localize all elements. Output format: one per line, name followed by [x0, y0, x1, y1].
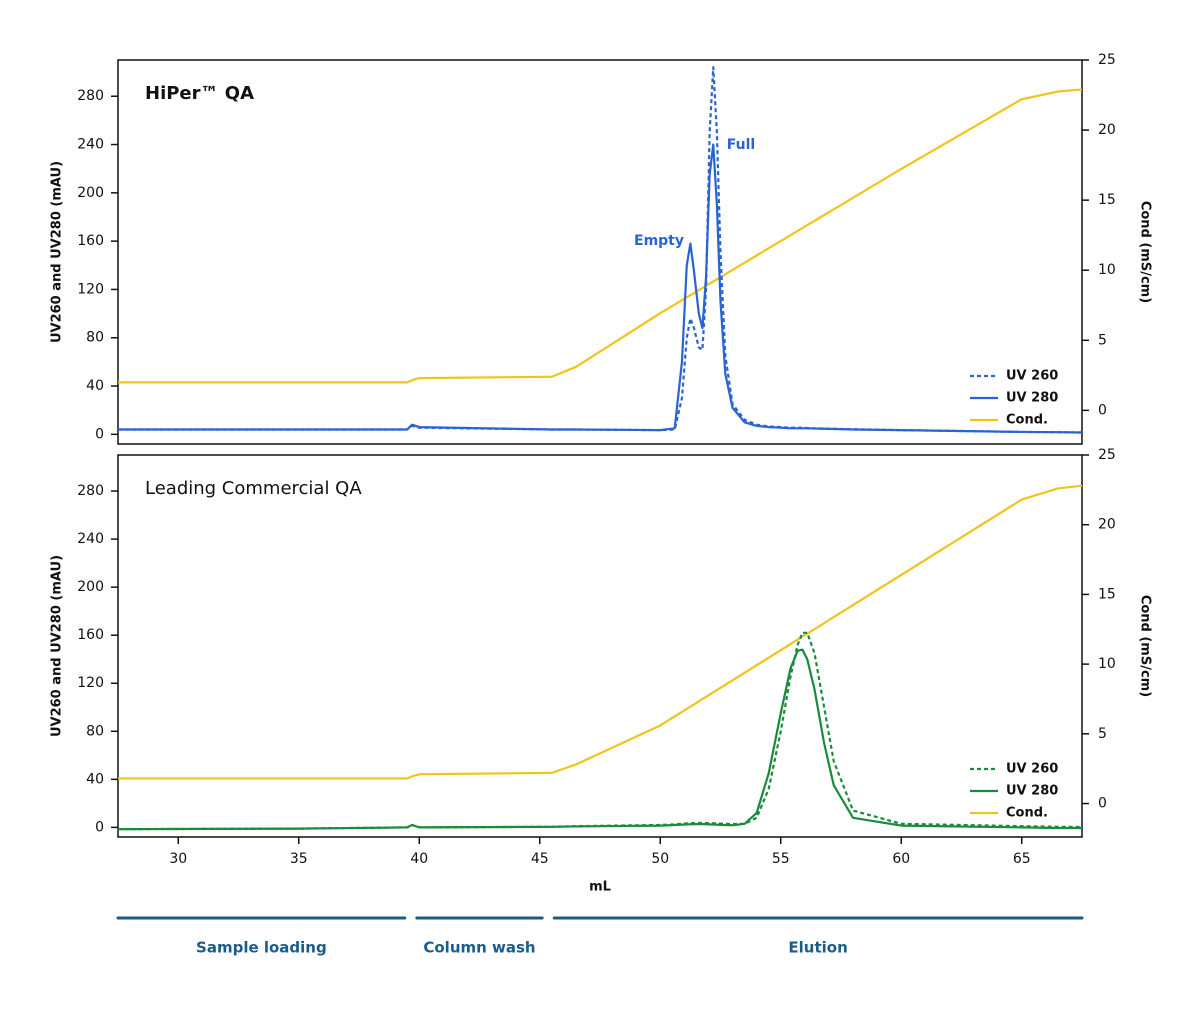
legend-label: UV 280 — [1006, 391, 1058, 406]
series-line — [118, 484, 1083, 780]
series-line — [118, 88, 1083, 384]
plot-frame — [117, 454, 1083, 838]
legend-label: UV 260 — [1006, 369, 1058, 384]
y-axis-label: UV260 and UV280 (mAU) — [50, 161, 65, 343]
y-tick-label: 80 — [86, 723, 104, 739]
legend-label: UV 280 — [1006, 784, 1058, 799]
annotation: Full — [727, 137, 755, 153]
y-tick-label: 0 — [95, 426, 104, 442]
y2-tick-label: 20 — [1098, 517, 1116, 533]
y-tick-label: 120 — [77, 675, 104, 691]
y-tick-label: 240 — [77, 531, 104, 547]
y-tick-label: 240 — [77, 137, 104, 153]
phase-label: Sample loading — [196, 939, 327, 957]
y2-tick-label: 15 — [1098, 586, 1116, 602]
y2-tick-label: 25 — [1098, 52, 1116, 68]
y-tick-label: 160 — [77, 233, 104, 249]
legend-label: Cond. — [1006, 806, 1048, 821]
y2-tick-label: 15 — [1098, 192, 1116, 208]
y2-axis-label: Cond (mS/cm) — [1138, 201, 1153, 303]
y-tick-label: 120 — [77, 281, 104, 297]
plot-frame — [117, 59, 1083, 445]
y-tick-label: 0 — [95, 819, 104, 835]
y2-tick-label: 5 — [1098, 332, 1107, 348]
y2-tick-label: 5 — [1098, 726, 1107, 742]
panel-title: HiPer™ QA — [145, 83, 254, 104]
y2-tick-label: 10 — [1098, 656, 1116, 672]
y2-tick-label: 0 — [1098, 402, 1107, 418]
series-line — [118, 143, 1083, 434]
x-tick-label: 60 — [892, 851, 910, 867]
annotation: Empty — [634, 233, 684, 249]
x-tick-label: 65 — [1013, 851, 1031, 867]
y2-tick-label: 0 — [1098, 796, 1107, 812]
y-axis-label: UV260 and UV280 (mAU) — [50, 555, 65, 737]
x-tick-label: 30 — [169, 851, 187, 867]
x-tick-label: 50 — [651, 851, 669, 867]
series-line — [118, 66, 1083, 434]
y-tick-label: 200 — [77, 185, 104, 201]
y-tick-label: 40 — [86, 771, 104, 787]
x-tick-label: 35 — [290, 851, 308, 867]
legend-label: UV 260 — [1006, 762, 1058, 777]
phase-label: Elution — [788, 939, 847, 957]
x-tick-label: 55 — [772, 851, 790, 867]
series-line — [117, 648, 1082, 831]
y2-axis-label: Cond (mS/cm) — [1138, 595, 1153, 697]
y-tick-label: 160 — [77, 627, 104, 643]
series-line — [117, 631, 1083, 831]
y-tick-label: 200 — [77, 579, 104, 595]
y2-tick-label: 10 — [1098, 262, 1116, 278]
phase-label: Column wash — [423, 939, 535, 957]
y-tick-label: 80 — [86, 330, 104, 346]
legend-label: Cond. — [1006, 413, 1048, 428]
y2-tick-label: 25 — [1098, 447, 1116, 463]
x-axis-label: mL — [589, 880, 611, 895]
panel-title: Leading Commercial QA — [145, 478, 362, 499]
y-tick-label: 40 — [86, 378, 104, 394]
y2-tick-label: 20 — [1098, 122, 1116, 138]
y-tick-label: 280 — [77, 88, 104, 104]
x-tick-label: 40 — [410, 851, 428, 867]
x-tick-label: 45 — [531, 851, 549, 867]
y-tick-label: 280 — [77, 483, 104, 499]
